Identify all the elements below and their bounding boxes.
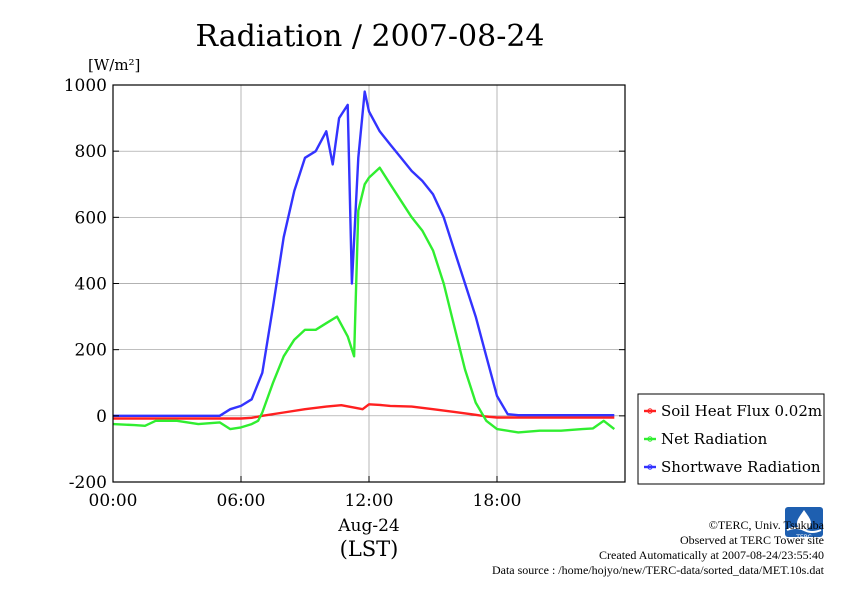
terc-logo: TERC — [785, 507, 823, 541]
footer-created: Created Automatically at 2007-08-24/23:5… — [599, 548, 824, 562]
legend-label: Soil Heat Flux 0.02m — [661, 402, 822, 420]
footer-source: Data source : /home/hojyo/new/TERC-data/… — [491, 563, 824, 577]
y-tick-label: 200 — [75, 341, 107, 361]
x-axis-label: (LST) — [340, 537, 399, 561]
series-layer — [112, 90, 616, 434]
y-tick-label: 800 — [75, 142, 107, 162]
series-line-0 — [113, 403, 615, 420]
legend-marker — [647, 408, 653, 414]
legend-label: Shortwave Radiation — [661, 458, 821, 476]
series-line-1 — [112, 166, 616, 434]
x-axis-date: Aug-24 — [337, 516, 399, 536]
x-tick-label: 18:00 — [473, 491, 522, 511]
footer-site: Observed at TERC Tower site — [679, 533, 824, 547]
footer-copyright: ©TERC, Univ. Tsukuba — [708, 518, 824, 532]
y-tick-label: 400 — [75, 275, 107, 295]
legend-marker — [647, 464, 653, 470]
y-tick-label: 600 — [75, 208, 107, 228]
x-axis: 00:00 06:00 12:00 18:00 — [89, 476, 522, 511]
y-tick-label: 1000 — [64, 76, 107, 96]
y-tick-label: 0 — [96, 407, 107, 427]
svg-text:TERC: TERC — [795, 534, 812, 541]
grid — [113, 85, 625, 482]
footer: ©TERC, Univ. Tsukuba Observed at TERC To… — [492, 518, 824, 578]
y-axis: -200 0 200 400 600 800 1000 — [64, 76, 625, 493]
legend: Soil Heat Flux 0.02m Net Radiation Shortwa… — [637, 393, 825, 485]
y-axis-unit: [W/m²] — [88, 56, 140, 74]
y-tick-label: -200 — [69, 473, 107, 493]
x-tick-label: 00:00 — [89, 491, 138, 511]
x-tick-label: 06:00 — [217, 491, 266, 511]
legend-label: Net Radiation — [661, 430, 768, 448]
x-tick-label: 12:00 — [345, 491, 394, 511]
chart-title: Radiation / 2007-08-24 — [195, 19, 544, 54]
series-line-2 — [113, 90, 615, 417]
legend-marker — [647, 436, 653, 442]
